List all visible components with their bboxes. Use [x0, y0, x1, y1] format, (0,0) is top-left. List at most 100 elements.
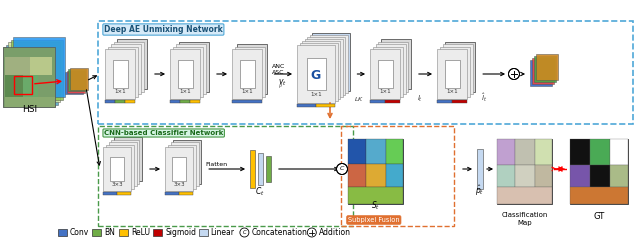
Circle shape	[509, 68, 520, 80]
Text: 3×3: 3×3	[173, 182, 185, 187]
Bar	[111, 139, 140, 183]
Bar	[23, 75, 38, 97]
Bar	[106, 144, 134, 189]
Bar	[179, 191, 193, 195]
Text: GT: GT	[593, 212, 605, 221]
Bar	[312, 33, 350, 91]
Bar	[497, 165, 515, 187]
Bar	[300, 43, 337, 101]
Text: CNN-based Classifier Network: CNN-based Classifier Network	[104, 130, 223, 136]
Bar	[68, 69, 86, 91]
Bar	[111, 44, 141, 94]
Bar	[372, 46, 403, 97]
Bar	[445, 60, 460, 88]
Bar	[370, 99, 385, 103]
Text: ReLU: ReLU	[131, 228, 150, 237]
Bar	[173, 139, 202, 183]
Bar	[381, 39, 412, 89]
Bar	[10, 39, 63, 99]
Text: Sigmoid: Sigmoid	[165, 228, 196, 237]
Bar	[8, 42, 60, 102]
Bar	[297, 104, 316, 106]
Text: Linear: Linear	[211, 228, 235, 237]
Bar	[370, 49, 400, 99]
Bar	[378, 60, 392, 88]
Bar	[297, 45, 335, 103]
Bar	[67, 70, 84, 92]
Bar	[198, 229, 207, 236]
Bar	[165, 147, 193, 191]
Text: BN: BN	[104, 228, 115, 237]
Text: Deep AE Unmixing Network: Deep AE Unmixing Network	[104, 25, 223, 34]
Bar	[70, 68, 88, 90]
Bar	[173, 46, 203, 97]
Bar	[3, 47, 55, 107]
Bar	[117, 191, 131, 195]
Bar	[170, 49, 200, 99]
Text: $C_t$: $C_t$	[255, 186, 265, 198]
Bar	[386, 139, 403, 164]
Bar	[58, 229, 67, 236]
Bar	[366, 139, 386, 164]
Bar	[534, 56, 556, 82]
Bar	[125, 99, 135, 103]
Text: ANC: ANC	[271, 64, 285, 69]
Bar	[445, 41, 476, 91]
Bar	[105, 49, 135, 99]
Bar	[13, 37, 65, 97]
Bar	[440, 46, 470, 97]
Bar	[348, 139, 366, 164]
Bar	[266, 156, 271, 182]
Text: Classification
Map: Classification Map	[501, 212, 548, 226]
Bar	[109, 142, 136, 186]
Text: HSI: HSI	[22, 105, 38, 114]
Text: 1×1: 1×1	[310, 92, 322, 97]
Bar	[536, 54, 558, 80]
Bar	[108, 46, 138, 97]
Bar	[153, 229, 162, 236]
Text: Subpixel Fusion: Subpixel Fusion	[348, 217, 399, 223]
Circle shape	[307, 228, 316, 237]
Bar	[168, 144, 196, 189]
Text: Conv: Conv	[70, 228, 89, 237]
Bar	[386, 164, 403, 187]
Bar	[172, 157, 186, 181]
Bar	[114, 137, 142, 181]
Bar	[530, 60, 552, 86]
Bar	[170, 99, 180, 103]
Bar	[366, 164, 386, 187]
Text: Flatten: Flatten	[205, 162, 227, 167]
Bar	[590, 165, 610, 187]
Bar	[385, 99, 400, 103]
Bar	[239, 60, 255, 88]
Bar	[348, 187, 403, 204]
Bar	[497, 139, 552, 204]
Bar	[305, 39, 342, 97]
Text: $LK$: $LK$	[355, 95, 365, 103]
Circle shape	[240, 228, 249, 237]
Bar	[437, 49, 467, 99]
Bar	[443, 44, 472, 94]
Bar	[190, 99, 200, 103]
Bar	[250, 150, 255, 188]
Bar	[515, 165, 535, 187]
Bar	[497, 139, 515, 165]
Text: Concatenation: Concatenation	[252, 228, 307, 237]
Bar	[5, 75, 23, 97]
Bar	[30, 57, 52, 75]
Text: C: C	[243, 230, 246, 235]
Text: $P$: $P$	[278, 82, 282, 90]
Bar	[65, 72, 83, 94]
Text: $\hat{p}_t$: $\hat{p}_t$	[476, 183, 484, 198]
Bar	[258, 153, 263, 185]
Bar	[570, 165, 590, 187]
Bar	[103, 191, 117, 195]
Bar	[176, 44, 206, 94]
Bar	[570, 187, 628, 204]
Bar	[532, 58, 554, 84]
Text: 1×1: 1×1	[446, 89, 458, 94]
Bar	[113, 60, 127, 88]
Bar	[378, 41, 408, 91]
Text: C: C	[340, 166, 344, 172]
Bar	[610, 139, 628, 165]
